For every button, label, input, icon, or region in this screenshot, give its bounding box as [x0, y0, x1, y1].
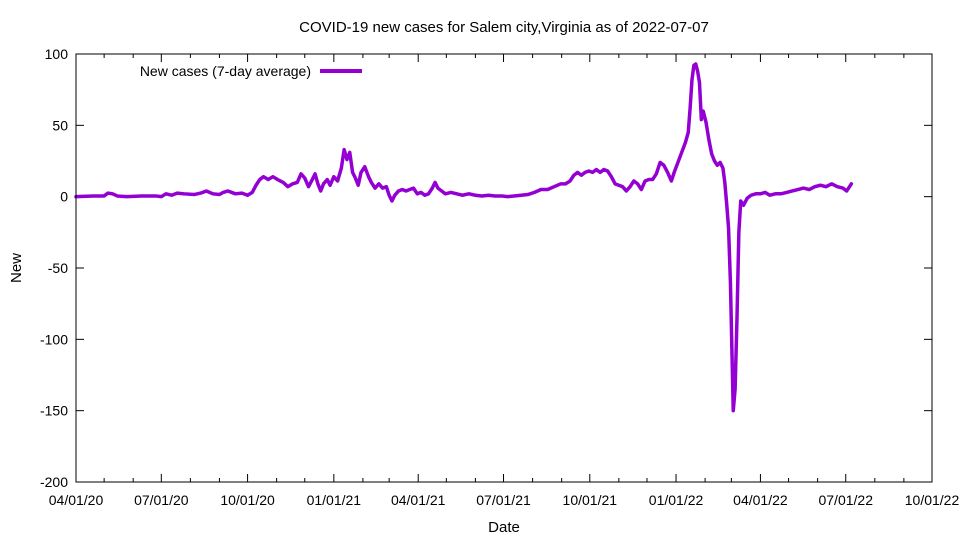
x-tick-label: 04/01/22 [733, 492, 788, 508]
x-tick-label: 10/01/22 [905, 492, 960, 508]
x-tick-label: 04/01/20 [49, 492, 104, 508]
x-tick-label: 07/01/22 [818, 492, 873, 508]
y-axis: 100 50 0 -50 -100 -150 -200 [40, 46, 932, 490]
y-tick-label: 50 [52, 117, 68, 133]
x-tick-label: 07/01/21 [476, 492, 531, 508]
series-layer [74, 62, 854, 413]
plot-frame [75, 53, 933, 483]
x-axis-label: Date [488, 519, 520, 536]
x-tick-label: 10/01/21 [563, 492, 618, 508]
legend: New cases (7-day average) [140, 63, 362, 79]
x-tick-label: 07/01/20 [134, 492, 189, 508]
y-tick-label: -150 [40, 403, 68, 419]
y-tick-label: -50 [48, 260, 68, 276]
y-axis-label: New [8, 253, 25, 283]
y-tick-label: -100 [40, 331, 68, 347]
chart-title: COVID-19 new cases for Salem city,Virgin… [299, 19, 709, 36]
x-tick-label: 01/01/21 [307, 492, 362, 508]
series-line [74, 62, 854, 413]
x-tick-label: 01/01/22 [649, 492, 704, 508]
y-tick-label: 0 [60, 189, 68, 205]
x-tick-label: 04/01/21 [391, 492, 446, 508]
x-tick-label: 10/01/20 [220, 492, 275, 508]
legend-label: New cases (7-day average) [140, 63, 311, 79]
x-axis: 04/01/20 07/01/20 10/01/20 01/01/21 04/01/21… [49, 54, 960, 508]
y-tick-label: 100 [45, 46, 69, 62]
y-tick-label: -200 [40, 474, 68, 490]
